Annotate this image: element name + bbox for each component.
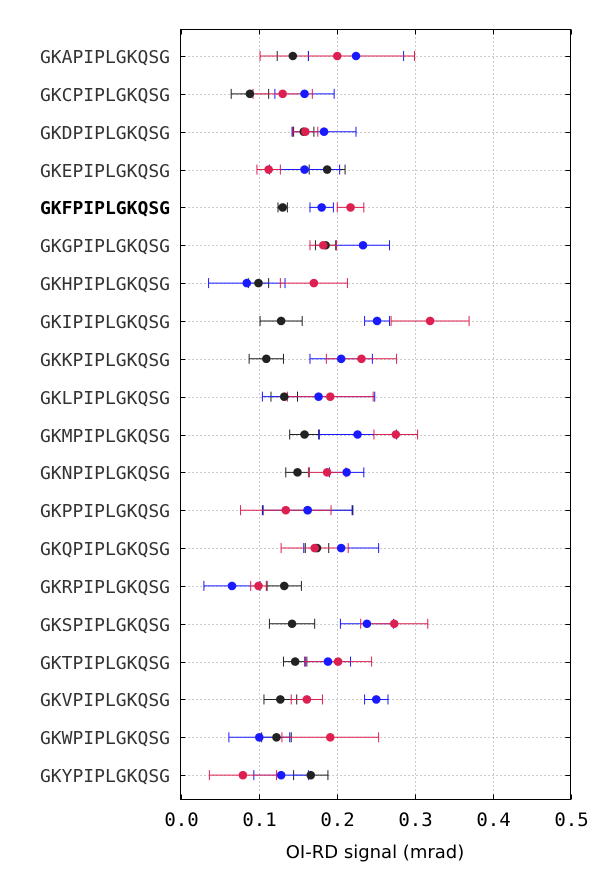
data-point bbox=[389, 619, 399, 629]
x-tick-labels: 0.0 0.1 0.2 0.3 0.4 0.5 bbox=[164, 809, 588, 831]
data-point bbox=[287, 619, 297, 629]
data-point bbox=[254, 278, 263, 288]
data-point bbox=[281, 505, 291, 515]
data-point bbox=[325, 392, 335, 401]
data-point bbox=[309, 278, 319, 288]
data-point bbox=[290, 657, 300, 666]
data-point bbox=[323, 657, 333, 666]
data-point bbox=[272, 733, 281, 742]
data-point bbox=[372, 316, 382, 326]
y-tick-label: GKAPIPLGKQSG bbox=[40, 47, 170, 68]
y-tick-label: GKCPIPLGKQSG bbox=[40, 85, 170, 106]
y-tick-label: GKWPIPLGKQSG bbox=[40, 728, 170, 749]
y-tick-label: GKMPIPLGKQSG bbox=[40, 426, 170, 447]
y-tick-label: GKHPIPLGKQSG bbox=[40, 274, 170, 295]
data-point bbox=[279, 581, 289, 591]
data-point bbox=[254, 733, 264, 742]
data-point bbox=[336, 354, 346, 364]
y-tick-label: GKSPIPLGKQSG bbox=[40, 615, 170, 636]
y-tick-label: GKRPIPLGKQSG bbox=[40, 577, 170, 598]
y-tick-label: GKKPIPLGKQSG bbox=[40, 350, 170, 371]
y-tick-label: GKLPIPLGKQSG bbox=[40, 388, 170, 409]
data-point bbox=[362, 619, 372, 629]
y-tick-label: GKIPIPLGKQSG bbox=[40, 312, 170, 333]
x-tick-label: 0.3 bbox=[398, 809, 432, 831]
data-point bbox=[238, 770, 248, 780]
data-point bbox=[346, 203, 355, 212]
data-point bbox=[319, 127, 329, 136]
data-point bbox=[322, 468, 332, 477]
data-point bbox=[242, 278, 252, 288]
data-point bbox=[276, 770, 286, 780]
data-point bbox=[300, 430, 309, 439]
data-point bbox=[306, 770, 316, 780]
data-point bbox=[318, 240, 328, 250]
data-point bbox=[300, 165, 309, 174]
data-point bbox=[278, 203, 287, 212]
data-point bbox=[288, 51, 298, 61]
data-point bbox=[357, 354, 366, 364]
data-point bbox=[322, 165, 332, 174]
data-point bbox=[264, 165, 273, 174]
y-tick-label: GKNPIPLGKQSG bbox=[40, 463, 170, 484]
data-point bbox=[262, 354, 271, 364]
y-tick-label: GKDPIPLGKQSG bbox=[40, 123, 170, 144]
y-tick-label: GKFPIPLGKQSG bbox=[40, 198, 170, 219]
data-point bbox=[314, 392, 323, 401]
data-point bbox=[342, 468, 351, 477]
data-point bbox=[276, 316, 286, 326]
data-point bbox=[310, 543, 319, 553]
data-point bbox=[276, 695, 285, 704]
y-tick-labels: GKAPIPLGKQSG GKCPIPLGKQSG GKDPIPLGKQSG GKEP… bbox=[40, 47, 170, 787]
data-point bbox=[353, 430, 362, 439]
data-point bbox=[351, 51, 361, 61]
x-tick-label: 0.5 bbox=[554, 809, 588, 831]
y-tick-label: GKPPIPLGKQSG bbox=[40, 501, 170, 522]
plot-frame bbox=[180, 29, 571, 800]
x-tick-label: 0.1 bbox=[242, 809, 276, 831]
data-point bbox=[391, 430, 401, 439]
data-point bbox=[333, 657, 343, 666]
data-point bbox=[227, 581, 237, 591]
data-point bbox=[317, 203, 326, 212]
y-tick-label: GKYPIPLGKQSG bbox=[40, 766, 170, 787]
data-point bbox=[371, 695, 381, 704]
grid-layer bbox=[180, 29, 572, 800]
data-point bbox=[301, 127, 310, 136]
errorbar-layer bbox=[203, 51, 470, 781]
y-tick-label: GKVPIPLGKQSG bbox=[40, 690, 170, 711]
data-point bbox=[336, 543, 346, 553]
marker-layer bbox=[227, 51, 435, 780]
data-point bbox=[303, 505, 312, 515]
x-tick-label: 0.2 bbox=[320, 809, 354, 831]
data-point bbox=[245, 89, 255, 99]
x-tick-label: 0.4 bbox=[476, 809, 510, 831]
y-tick-label: GKEPIPLGKQSG bbox=[40, 161, 170, 182]
data-point bbox=[332, 51, 342, 61]
data-point bbox=[278, 89, 287, 99]
y-tick-label: GKQPIPLGKQSG bbox=[40, 539, 170, 560]
data-point bbox=[302, 695, 312, 704]
y-tick-label: GKTPIPLGKQSG bbox=[40, 653, 170, 674]
data-point bbox=[425, 316, 435, 326]
data-point bbox=[325, 733, 335, 742]
data-point bbox=[300, 89, 309, 99]
data-point bbox=[293, 468, 302, 477]
data-point bbox=[358, 240, 368, 250]
y-tick-label: GKGPIPLGKQSG bbox=[40, 236, 170, 257]
x-axis-label: OI-RD signal (mrad) bbox=[286, 842, 464, 863]
data-point bbox=[254, 581, 263, 591]
x-tick-label: 0.0 bbox=[164, 809, 198, 831]
data-point bbox=[279, 392, 289, 401]
